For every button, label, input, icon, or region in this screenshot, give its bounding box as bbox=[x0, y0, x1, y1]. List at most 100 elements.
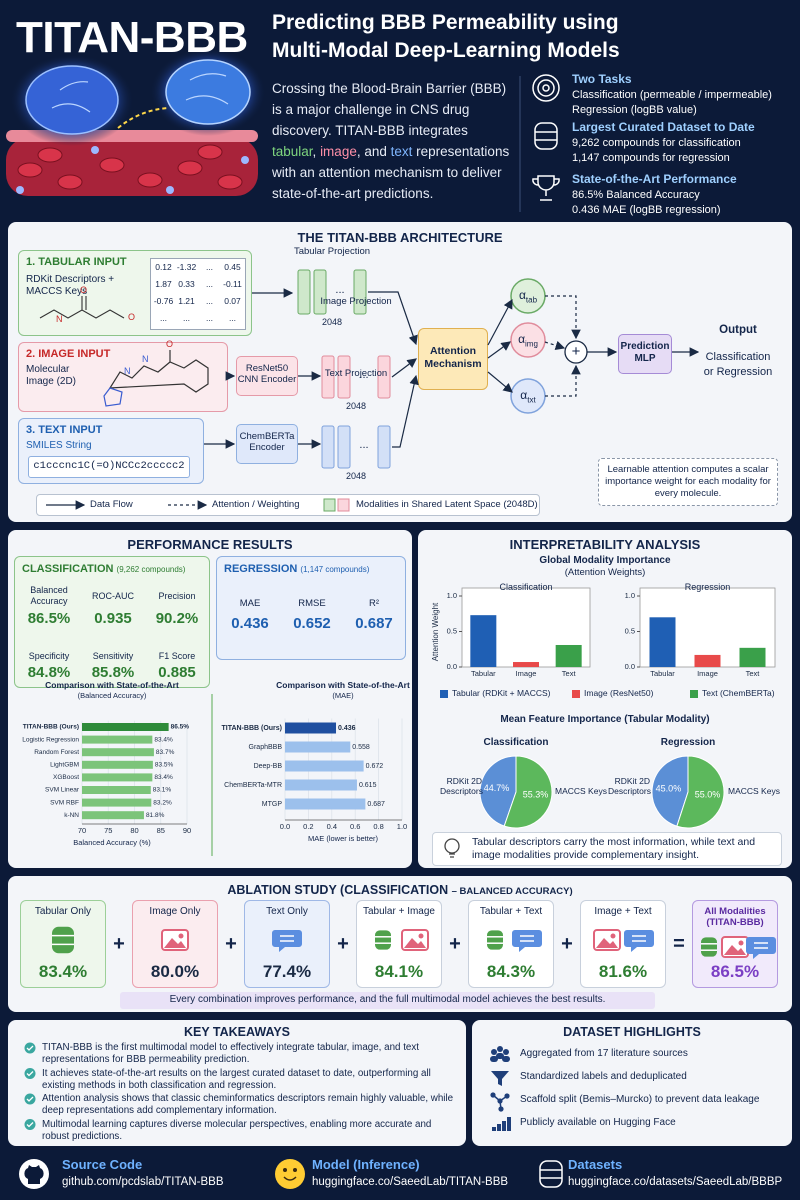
projection-block bbox=[377, 425, 391, 469]
description-part: image bbox=[320, 144, 357, 159]
bar bbox=[285, 741, 351, 753]
pie-label: MACCS Keys bbox=[555, 786, 607, 796]
icon bbox=[490, 1092, 496, 1098]
flow-arrow bbox=[487, 298, 513, 346]
blood-cell bbox=[17, 162, 43, 178]
x-tick-label: 0.6 bbox=[350, 822, 360, 831]
table-cell: ... bbox=[205, 262, 214, 272]
bar-label: Random Forest bbox=[34, 749, 79, 756]
projection-block bbox=[313, 269, 327, 315]
bar bbox=[470, 615, 497, 667]
input-desc: SMILES String bbox=[26, 440, 92, 451]
projection-block bbox=[321, 355, 335, 399]
weight bbox=[510, 322, 546, 358]
table-cell: 0.45 bbox=[224, 262, 241, 272]
chart-subtitle: Classification bbox=[499, 582, 553, 592]
icon bbox=[52, 926, 74, 954]
metric-label: RMSE bbox=[298, 598, 326, 609]
y-axis-title: Attention Weight bbox=[431, 602, 440, 661]
y-tick-label: 0.0 bbox=[625, 662, 635, 671]
metric-label: Balanced Accuracy bbox=[30, 585, 68, 606]
x-tick-label: 85 bbox=[157, 826, 165, 835]
molecule bbox=[39, 296, 125, 319]
legend-swatch bbox=[572, 690, 580, 698]
bar bbox=[82, 811, 144, 820]
ablation-value: 84.1% bbox=[374, 962, 424, 981]
bar bbox=[82, 723, 169, 731]
description-part: representations with an attention mechan… bbox=[272, 144, 510, 201]
blood-cell bbox=[177, 160, 203, 176]
ablation-name: Tabular + Image bbox=[363, 906, 435, 917]
takeaway: Attention analysis shows that classic ch… bbox=[42, 1093, 454, 1116]
flow-arrow bbox=[487, 341, 511, 359]
slice-label: 55.0% bbox=[695, 789, 721, 799]
icon bbox=[283, 1168, 287, 1172]
check bbox=[24, 1068, 36, 1079]
ablation-value: 86.5% bbox=[710, 962, 760, 981]
ablation-value: 80.0% bbox=[150, 962, 200, 981]
table-cell: ... bbox=[205, 313, 214, 323]
y-tick-label: 0.5 bbox=[625, 626, 635, 635]
brain-fold bbox=[185, 95, 229, 105]
bar-label: GraphBBB bbox=[249, 744, 283, 751]
value-label: 83.7% bbox=[156, 749, 175, 756]
bar bbox=[513, 662, 539, 667]
operator: + bbox=[561, 933, 573, 955]
note: Every combination improves performance, … bbox=[169, 994, 606, 1005]
smiles-box bbox=[28, 456, 190, 478]
molecule bbox=[108, 350, 209, 393]
chart-title: Global Modality Importance bbox=[539, 555, 671, 566]
x-tick-label: 0.8 bbox=[373, 822, 383, 831]
encoder bbox=[236, 356, 298, 396]
legend-label: Text (ChemBERTa) bbox=[702, 688, 775, 698]
ablation-card bbox=[20, 900, 106, 988]
link-label: Datasets bbox=[568, 1157, 623, 1172]
atom: N bbox=[124, 366, 131, 376]
legend-label: Tabular (RDKit + MACCS) bbox=[452, 688, 551, 698]
brain bbox=[165, 59, 251, 125]
icon bbox=[497, 1046, 503, 1052]
value-label: 83.2% bbox=[153, 799, 172, 806]
icon bbox=[24, 1165, 44, 1184]
x-tick-label: Text bbox=[562, 669, 577, 678]
value-label: 0.436 bbox=[338, 725, 356, 732]
title: TITAN-BBB bbox=[16, 13, 248, 62]
operator: = bbox=[673, 933, 685, 955]
check bbox=[24, 1119, 36, 1130]
weight-symbol: α bbox=[518, 288, 526, 302]
blood-cell bbox=[99, 157, 125, 173]
x-tick-label: 80 bbox=[130, 826, 138, 835]
encoder-label: ResNet50 CNN Encoder bbox=[237, 363, 297, 386]
weight-label: αimg bbox=[511, 332, 545, 349]
x-tick-label: 0.2 bbox=[303, 822, 313, 831]
metric-label: Sensitivity bbox=[92, 650, 134, 661]
legend-label: Attention / Weighting bbox=[212, 499, 300, 510]
link-url: github.com/pcdslab/TITAN-BBB bbox=[62, 1176, 224, 1188]
check bbox=[26, 1096, 34, 1102]
bar-label: XGBoost bbox=[53, 774, 79, 781]
x-tick-label: Text bbox=[746, 669, 761, 678]
attention-label: Attention Mechanism bbox=[424, 345, 482, 370]
dataset-panel bbox=[472, 1020, 792, 1146]
atom: O bbox=[166, 339, 174, 349]
icon bbox=[542, 84, 550, 92]
link-label: Source Code bbox=[62, 1157, 143, 1172]
description-part: Crossing the Blood-Brain Barrier (BBB) i… bbox=[272, 81, 507, 138]
metric-value: 0.687 bbox=[355, 615, 393, 632]
metric-value: 0.885 bbox=[158, 664, 196, 681]
encoder bbox=[236, 424, 298, 464]
table-cell: ... bbox=[159, 313, 168, 323]
blood-cell bbox=[37, 147, 63, 163]
ablation-value: 81.6% bbox=[598, 962, 648, 981]
note-box bbox=[432, 832, 782, 866]
icon bbox=[504, 1093, 510, 1099]
link-url: huggingface.co/SaeedLab/TITAN-BBB bbox=[312, 1176, 509, 1188]
flow-arrow bbox=[392, 374, 419, 448]
value-label: 0.687 bbox=[367, 801, 385, 808]
value-label: 0.558 bbox=[352, 744, 370, 751]
table-cell: 0.33 bbox=[178, 279, 195, 289]
icon bbox=[738, 940, 744, 946]
link-url: huggingface.co/datasets/SaeedLab/BBBP bbox=[568, 1176, 783, 1188]
highlight-line: 1,147 compounds for regression bbox=[572, 152, 730, 164]
atom: O bbox=[80, 285, 88, 295]
